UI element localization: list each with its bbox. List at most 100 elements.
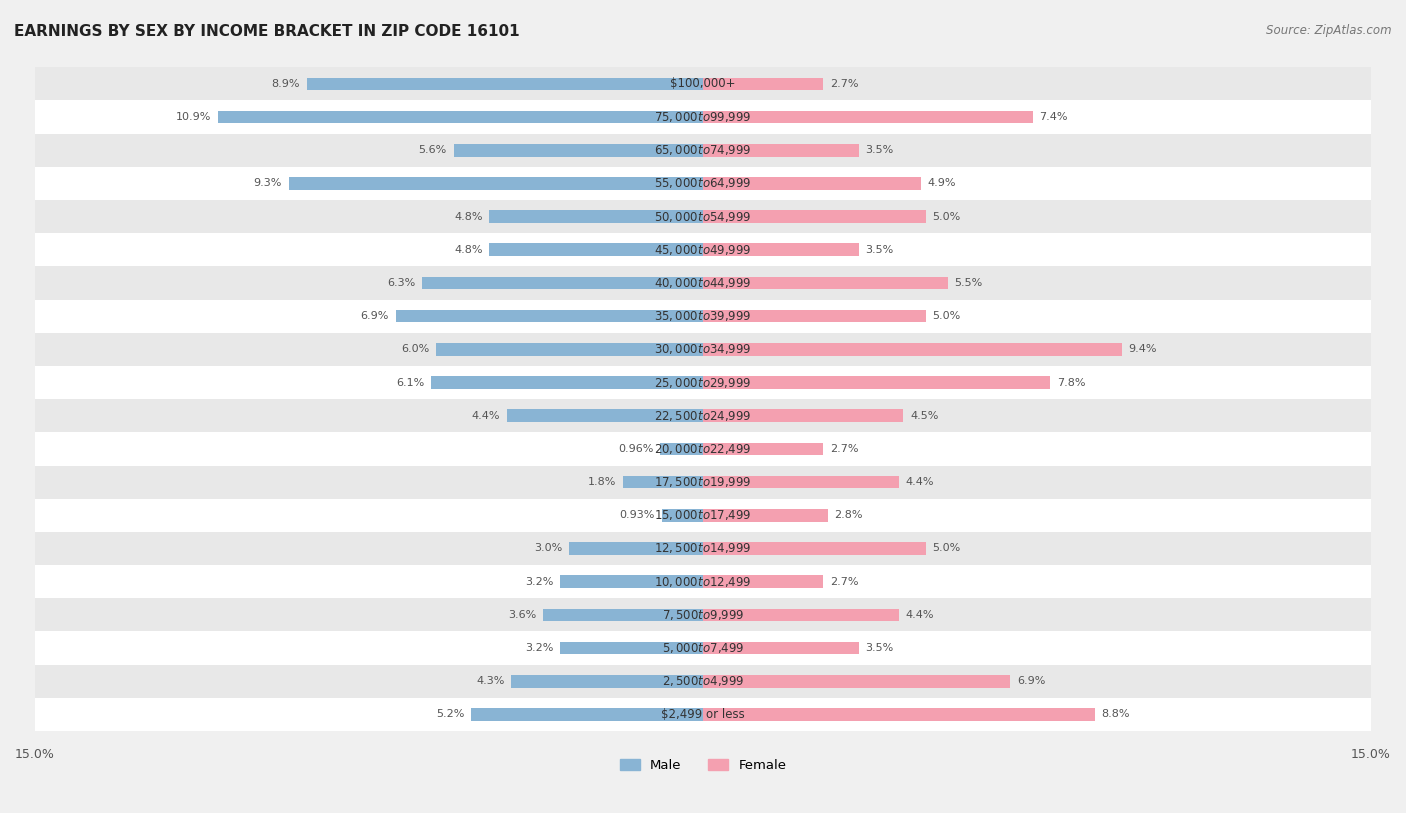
Bar <box>35 366 1371 399</box>
Bar <box>35 101 1371 133</box>
Bar <box>307 77 703 90</box>
Text: 3.2%: 3.2% <box>526 643 554 653</box>
Text: $12,500 to $14,999: $12,500 to $14,999 <box>654 541 752 555</box>
Bar <box>436 343 703 355</box>
Text: 5.0%: 5.0% <box>932 211 960 222</box>
Text: $10,000 to $12,499: $10,000 to $12,499 <box>654 575 752 589</box>
Text: 4.5%: 4.5% <box>910 411 938 421</box>
Bar <box>623 476 703 489</box>
Bar <box>703 410 904 422</box>
Bar <box>661 442 703 455</box>
Bar <box>703 177 921 189</box>
Text: 2.7%: 2.7% <box>830 444 859 454</box>
Text: 3.5%: 3.5% <box>866 643 894 653</box>
Text: 4.4%: 4.4% <box>905 610 934 620</box>
Bar <box>703 111 1032 124</box>
Text: 9.4%: 9.4% <box>1129 345 1157 354</box>
Bar <box>35 67 1371 101</box>
Bar <box>35 632 1371 665</box>
Bar <box>703 509 828 522</box>
Text: $55,000 to $64,999: $55,000 to $64,999 <box>654 176 752 190</box>
Bar <box>35 267 1371 299</box>
Text: 5.2%: 5.2% <box>436 710 465 720</box>
Text: 8.8%: 8.8% <box>1102 710 1130 720</box>
Text: EARNINGS BY SEX BY INCOME BRACKET IN ZIP CODE 16101: EARNINGS BY SEX BY INCOME BRACKET IN ZIP… <box>14 24 520 39</box>
Bar <box>703 542 925 554</box>
Bar <box>703 576 824 588</box>
Bar <box>508 410 703 422</box>
Text: $2,499 or less: $2,499 or less <box>661 708 745 721</box>
Text: $35,000 to $39,999: $35,000 to $39,999 <box>654 309 752 324</box>
Text: $40,000 to $44,999: $40,000 to $44,999 <box>654 276 752 290</box>
Text: 4.4%: 4.4% <box>905 477 934 487</box>
Bar <box>35 598 1371 632</box>
Text: 5.6%: 5.6% <box>419 146 447 155</box>
Text: $5,000 to $7,499: $5,000 to $7,499 <box>662 641 744 655</box>
Bar <box>561 576 703 588</box>
Bar <box>35 498 1371 532</box>
Bar <box>489 211 703 223</box>
Text: $20,000 to $22,499: $20,000 to $22,499 <box>654 442 752 456</box>
Text: $45,000 to $49,999: $45,000 to $49,999 <box>654 243 752 257</box>
Text: 6.3%: 6.3% <box>388 278 416 288</box>
Bar <box>703 442 824 455</box>
Text: 9.3%: 9.3% <box>253 178 283 189</box>
Legend: Male, Female: Male, Female <box>614 754 792 777</box>
Text: $65,000 to $74,999: $65,000 to $74,999 <box>654 143 752 157</box>
Text: 4.9%: 4.9% <box>928 178 956 189</box>
Bar <box>35 665 1371 698</box>
Text: 3.5%: 3.5% <box>866 146 894 155</box>
Bar <box>489 244 703 256</box>
Bar <box>703 144 859 157</box>
Text: 10.9%: 10.9% <box>176 112 211 122</box>
Text: 5.0%: 5.0% <box>932 311 960 321</box>
Bar <box>35 399 1371 433</box>
Bar <box>35 200 1371 233</box>
Bar <box>703 641 859 654</box>
Text: 6.9%: 6.9% <box>1017 676 1046 686</box>
Text: 6.0%: 6.0% <box>401 345 429 354</box>
Bar <box>703 376 1050 389</box>
Text: 4.3%: 4.3% <box>477 676 505 686</box>
Text: $7,500 to $9,999: $7,500 to $9,999 <box>662 608 744 622</box>
Text: 5.5%: 5.5% <box>955 278 983 288</box>
Text: $30,000 to $34,999: $30,000 to $34,999 <box>654 342 752 356</box>
Text: 3.2%: 3.2% <box>526 576 554 587</box>
Bar <box>35 299 1371 333</box>
Text: 6.1%: 6.1% <box>396 377 425 388</box>
Text: $75,000 to $99,999: $75,000 to $99,999 <box>654 110 752 124</box>
Bar <box>35 532 1371 565</box>
Bar <box>35 233 1371 267</box>
Bar <box>703 276 948 289</box>
Text: 1.8%: 1.8% <box>588 477 616 487</box>
Bar <box>35 466 1371 498</box>
Text: $15,000 to $17,499: $15,000 to $17,499 <box>654 508 752 522</box>
Bar <box>35 167 1371 200</box>
Text: $22,500 to $24,999: $22,500 to $24,999 <box>654 409 752 423</box>
Text: 4.8%: 4.8% <box>454 245 482 254</box>
Text: $50,000 to $54,999: $50,000 to $54,999 <box>654 210 752 224</box>
Bar <box>703 343 1122 355</box>
Bar <box>512 675 703 688</box>
Bar <box>35 133 1371 167</box>
Bar <box>703 310 925 323</box>
Bar <box>454 144 703 157</box>
Text: 4.4%: 4.4% <box>472 411 501 421</box>
Text: Source: ZipAtlas.com: Source: ZipAtlas.com <box>1267 24 1392 37</box>
Bar <box>35 333 1371 366</box>
Text: $25,000 to $29,999: $25,000 to $29,999 <box>654 376 752 389</box>
Bar <box>703 609 898 621</box>
Bar <box>422 276 703 289</box>
Bar <box>662 509 703 522</box>
Bar <box>432 376 703 389</box>
Text: 7.4%: 7.4% <box>1039 112 1067 122</box>
Bar <box>703 708 1095 721</box>
Bar <box>35 698 1371 731</box>
Bar <box>703 77 824 90</box>
Bar <box>35 433 1371 466</box>
Bar <box>703 675 1011 688</box>
Text: $100,000+: $100,000+ <box>671 77 735 90</box>
Text: 6.9%: 6.9% <box>360 311 389 321</box>
Bar <box>561 641 703 654</box>
Text: 8.9%: 8.9% <box>271 79 299 89</box>
